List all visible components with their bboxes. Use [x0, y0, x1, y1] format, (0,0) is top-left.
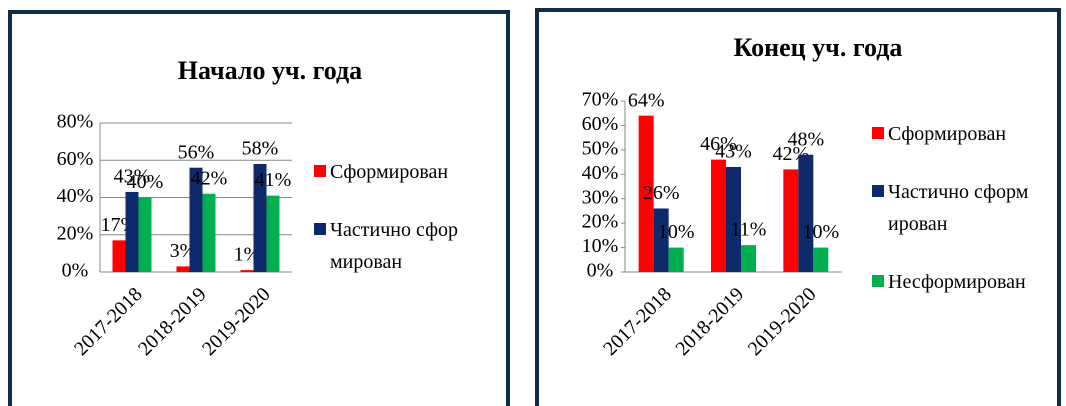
data-label: 10% [658, 221, 695, 243]
bar [112, 240, 126, 272]
legend-label: Сформирован [330, 161, 449, 183]
data-label: 58% [242, 138, 279, 160]
data-label: 11% [731, 219, 767, 241]
y-tick-label: 70% [582, 89, 619, 111]
data-label: 10% [802, 221, 839, 243]
y-tick-label: 20% [582, 211, 619, 233]
legend-swatch [314, 165, 326, 177]
y-tick-label: 10% [582, 235, 619, 257]
y-tick-label: 60% [582, 113, 619, 135]
bar [813, 247, 829, 272]
data-label: 42% [191, 167, 228, 189]
data-label: 64% [628, 89, 665, 111]
data-label: 48% [787, 128, 824, 150]
bar [653, 208, 669, 272]
bar [798, 154, 814, 272]
y-tick-label: 30% [582, 186, 619, 208]
legend-swatch [872, 185, 884, 197]
data-label: 40% [127, 171, 164, 193]
legend-label: Частично сформирован [330, 219, 459, 273]
legend-label: Несформирован [888, 271, 1026, 293]
chart-title: Начало уч. года [178, 56, 362, 85]
y-tick-label: 40% [57, 185, 94, 207]
bar [253, 163, 267, 272]
bar [741, 245, 756, 272]
bar [125, 191, 139, 272]
y-tick-label: 0% [587, 260, 614, 282]
y-tick-label: 50% [582, 137, 619, 159]
data-label: 46% [700, 133, 737, 155]
bar [783, 169, 799, 272]
bar [240, 270, 254, 272]
bar [202, 193, 216, 272]
y-tick-label: 60% [57, 148, 94, 170]
bar [266, 195, 280, 272]
legend-label: Частично сформирован [888, 181, 1029, 235]
bar [638, 115, 654, 273]
data-label: 26% [643, 182, 680, 204]
data-label: 56% [178, 141, 215, 163]
legend-swatch [872, 127, 884, 139]
chart-title: Конец уч. года [734, 33, 903, 62]
bar [668, 247, 684, 272]
data-label: 43% [114, 166, 151, 188]
bar [711, 159, 726, 272]
y-tick-label: 40% [582, 162, 619, 184]
bar [726, 166, 741, 272]
bar [138, 197, 152, 272]
data-label: 43% [715, 141, 752, 163]
bar [189, 167, 203, 272]
y-tick-label: 80% [57, 111, 94, 133]
legend-swatch [314, 223, 326, 235]
y-tick-label: 20% [57, 222, 94, 244]
bar [176, 266, 190, 272]
legend-swatch [872, 275, 884, 287]
y-tick-label: 0% [62, 260, 89, 282]
data-label: 41% [255, 169, 292, 191]
legend-label: Сформирован [888, 123, 1007, 145]
